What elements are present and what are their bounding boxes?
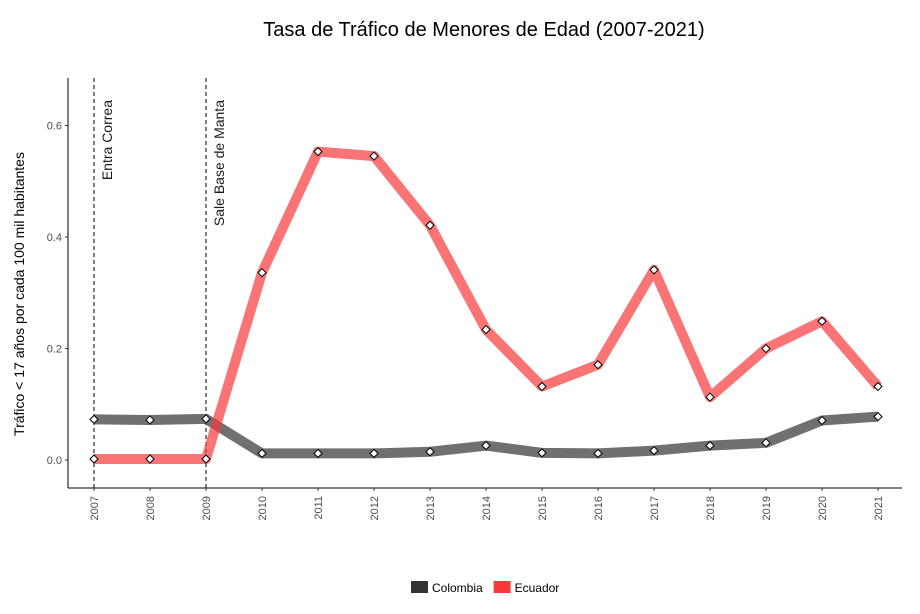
x-tick-label: 2018	[705, 496, 717, 520]
data-point-ecuador	[313, 146, 323, 157]
data-point-colombia	[761, 438, 771, 448]
x-tick-label: 2007	[89, 496, 101, 520]
data-point-colombia	[89, 414, 99, 425]
data-point-ecuador	[425, 220, 435, 230]
y-axis-title: Tráfico < 17 años por cada 100 mil habit…	[11, 152, 27, 436]
annotation-label: Sale Base de Manta	[211, 100, 227, 226]
data-point-ecuador	[369, 151, 379, 161]
plot-area: 0.0 0.2 0.4 0.6 2007 2008 2009 2010 2011 2012 2013…	[47, 78, 902, 520]
x-tick-label: 2012	[369, 496, 381, 520]
x-tick-label: 2009	[201, 496, 213, 520]
data-point-colombia	[369, 448, 379, 459]
legend-swatch-colombia	[411, 581, 428, 593]
x-tick-label: 2014	[481, 496, 493, 520]
data-point-colombia	[313, 448, 323, 459]
data-point-ecuador	[89, 454, 99, 464]
data-point-ecuador	[873, 381, 883, 392]
y-tick-label: 0.6	[47, 120, 62, 132]
x-tick-label: 2017	[649, 496, 661, 520]
data-point-colombia	[649, 445, 659, 456]
data-point-colombia	[593, 448, 603, 459]
x-tick-label: 2013	[425, 496, 437, 520]
data-point-ecuador	[537, 381, 547, 392]
x-tick-label: 2011	[313, 496, 325, 520]
x-tick-label: 2021	[873, 496, 885, 520]
x-tick-label: 2008	[145, 496, 157, 520]
y-tick-label: 0.2	[47, 344, 62, 356]
legend-swatch-ecuador	[493, 581, 511, 593]
legend: Colombia Ecuador	[411, 581, 559, 595]
data-point-colombia	[817, 415, 827, 426]
data-point-ecuador	[761, 343, 771, 354]
data-point-colombia	[705, 440, 715, 451]
data-point-ecuador	[649, 265, 659, 275]
data-point-ecuador	[817, 316, 827, 326]
data-point-colombia	[481, 440, 491, 451]
data-point-colombia	[257, 448, 267, 459]
legend-label-colombia: Colombia	[432, 581, 483, 595]
annotation-label: Entra Correa	[99, 100, 115, 180]
y-tick-label: 0.4	[47, 232, 62, 244]
data-point-colombia	[201, 414, 211, 424]
x-tick-label: 2010	[257, 496, 269, 520]
data-point-colombia	[873, 411, 883, 422]
chart-title: Tasa de Tráfico de Menores de Edad (2007…	[263, 19, 704, 41]
legend-label-ecuador: Ecuador	[515, 581, 560, 595]
data-point-ecuador	[481, 324, 491, 335]
data-point-ecuador	[201, 454, 211, 464]
x-tick-label: 2015	[537, 496, 549, 520]
data-point-ecuador	[257, 267, 267, 278]
data-point-ecuador	[593, 360, 603, 370]
data-point-ecuador	[145, 454, 155, 464]
data-point-colombia	[537, 448, 547, 458]
data-point-ecuador	[705, 392, 715, 402]
x-tick-label: 2020	[817, 496, 829, 520]
x-tick-label: 2019	[761, 496, 773, 520]
x-tick-label: 2016	[593, 496, 605, 520]
y-tick-label: 0.0	[47, 455, 62, 467]
data-point-colombia	[145, 415, 155, 425]
data-point-colombia	[425, 447, 435, 457]
